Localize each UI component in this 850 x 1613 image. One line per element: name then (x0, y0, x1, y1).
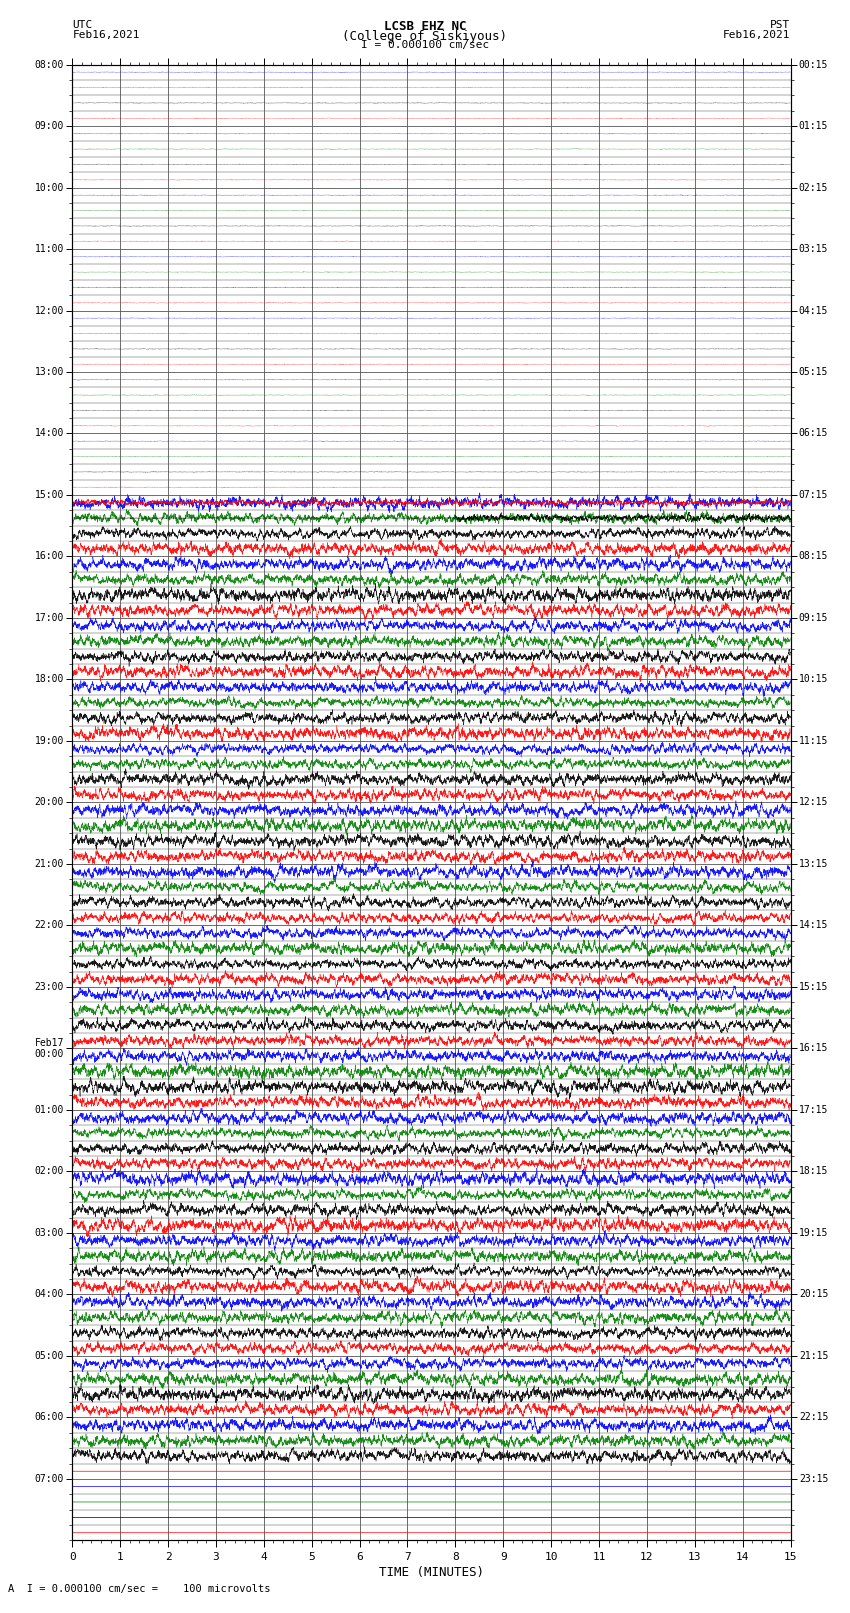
Text: LCSB EHZ NC: LCSB EHZ NC (383, 19, 467, 34)
Text: A  I = 0.000100 cm/sec =    100 microvolts: A I = 0.000100 cm/sec = 100 microvolts (8, 1584, 271, 1594)
X-axis label: TIME (MINUTES): TIME (MINUTES) (379, 1566, 484, 1579)
Text: I = 0.000100 cm/sec: I = 0.000100 cm/sec (361, 39, 489, 50)
Text: Feb16,2021: Feb16,2021 (72, 31, 139, 40)
Text: (College of Siskiyous): (College of Siskiyous) (343, 31, 507, 44)
Text: UTC: UTC (72, 19, 93, 31)
Text: PST: PST (770, 19, 790, 31)
Text: Feb16,2021: Feb16,2021 (723, 31, 791, 40)
